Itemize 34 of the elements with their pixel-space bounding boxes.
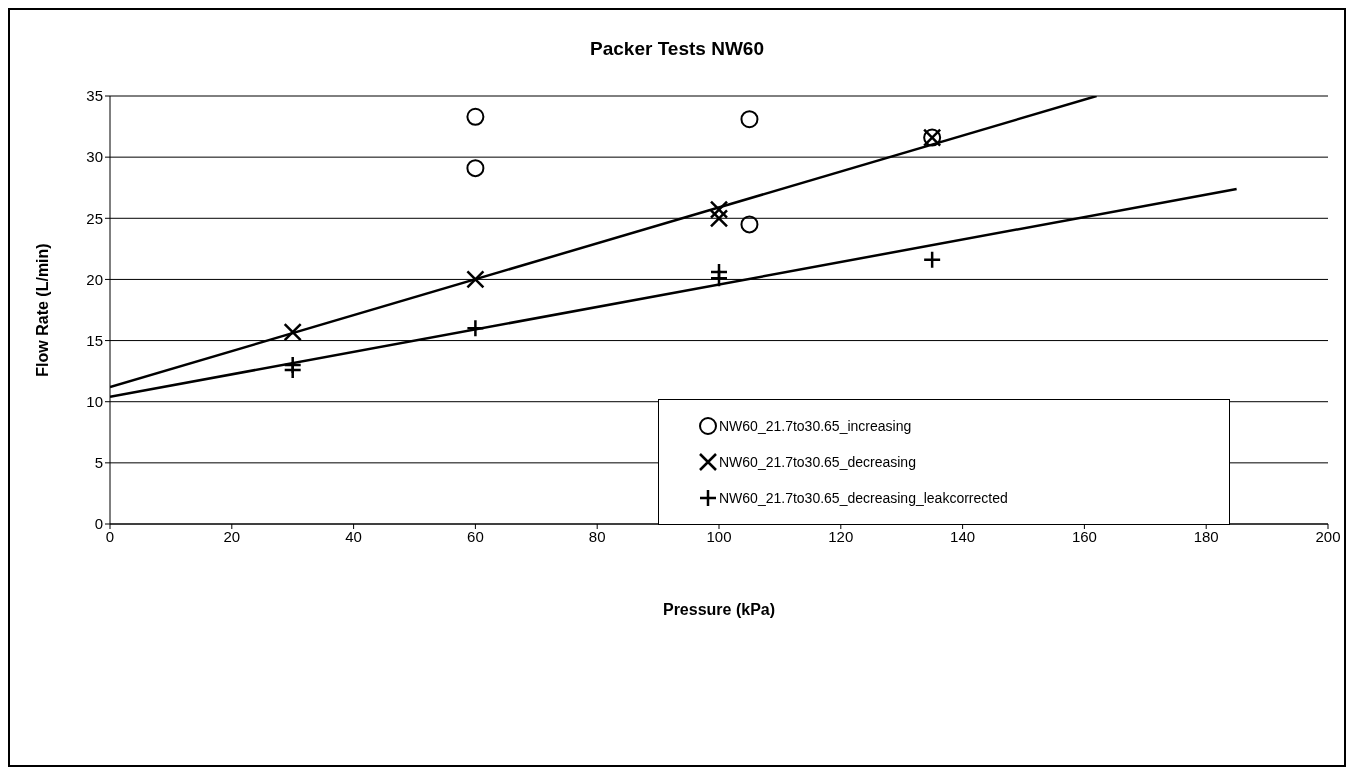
x-tick-label: 0	[105, 527, 115, 545]
y-tick-label: 5	[94, 454, 103, 472]
legend-label: NW60_21.7to30.65_decreasing_leakcorrected	[719, 490, 1008, 506]
y-tick-label: 0	[94, 515, 103, 533]
x-tick-label: 200	[1315, 527, 1341, 545]
y-tick-label: 20	[86, 270, 103, 288]
x-tick-label: 100	[706, 527, 732, 545]
point	[709, 209, 729, 228]
point	[709, 200, 729, 219]
legend-label: NW60_21.7to30.65_decreasing	[719, 454, 916, 470]
point	[283, 322, 302, 342]
x-tick-label: 40	[345, 527, 362, 545]
y-tick-label: 15	[86, 331, 103, 349]
y-axis-title: Flow Rate (L/min)	[33, 243, 51, 377]
point	[466, 107, 485, 126]
x-tick-label: 140	[950, 527, 976, 545]
chart-title: Packer Tests NW60	[589, 38, 765, 60]
x-tick-label: 120	[828, 527, 854, 545]
point	[740, 215, 759, 234]
x-tick-label: 60	[467, 527, 484, 545]
x-tick-label: 20	[223, 527, 241, 545]
point	[466, 159, 485, 178]
y-tick-label: 35	[86, 87, 103, 105]
point	[466, 270, 485, 289]
legend-label: NW60_21.7to30.65_increasing	[719, 418, 912, 434]
y-tick-label: 30	[86, 148, 103, 166]
x-tick-label: 180	[1193, 527, 1219, 545]
x-axis-title: Pressure (kPa)	[662, 601, 776, 619]
y-tick-label: 25	[86, 209, 103, 227]
point	[922, 250, 942, 270]
point	[740, 110, 759, 129]
x-tick-label: 160	[1071, 527, 1097, 545]
x-tick-label: 80	[588, 527, 606, 545]
y-tick-label: 10	[86, 393, 103, 411]
